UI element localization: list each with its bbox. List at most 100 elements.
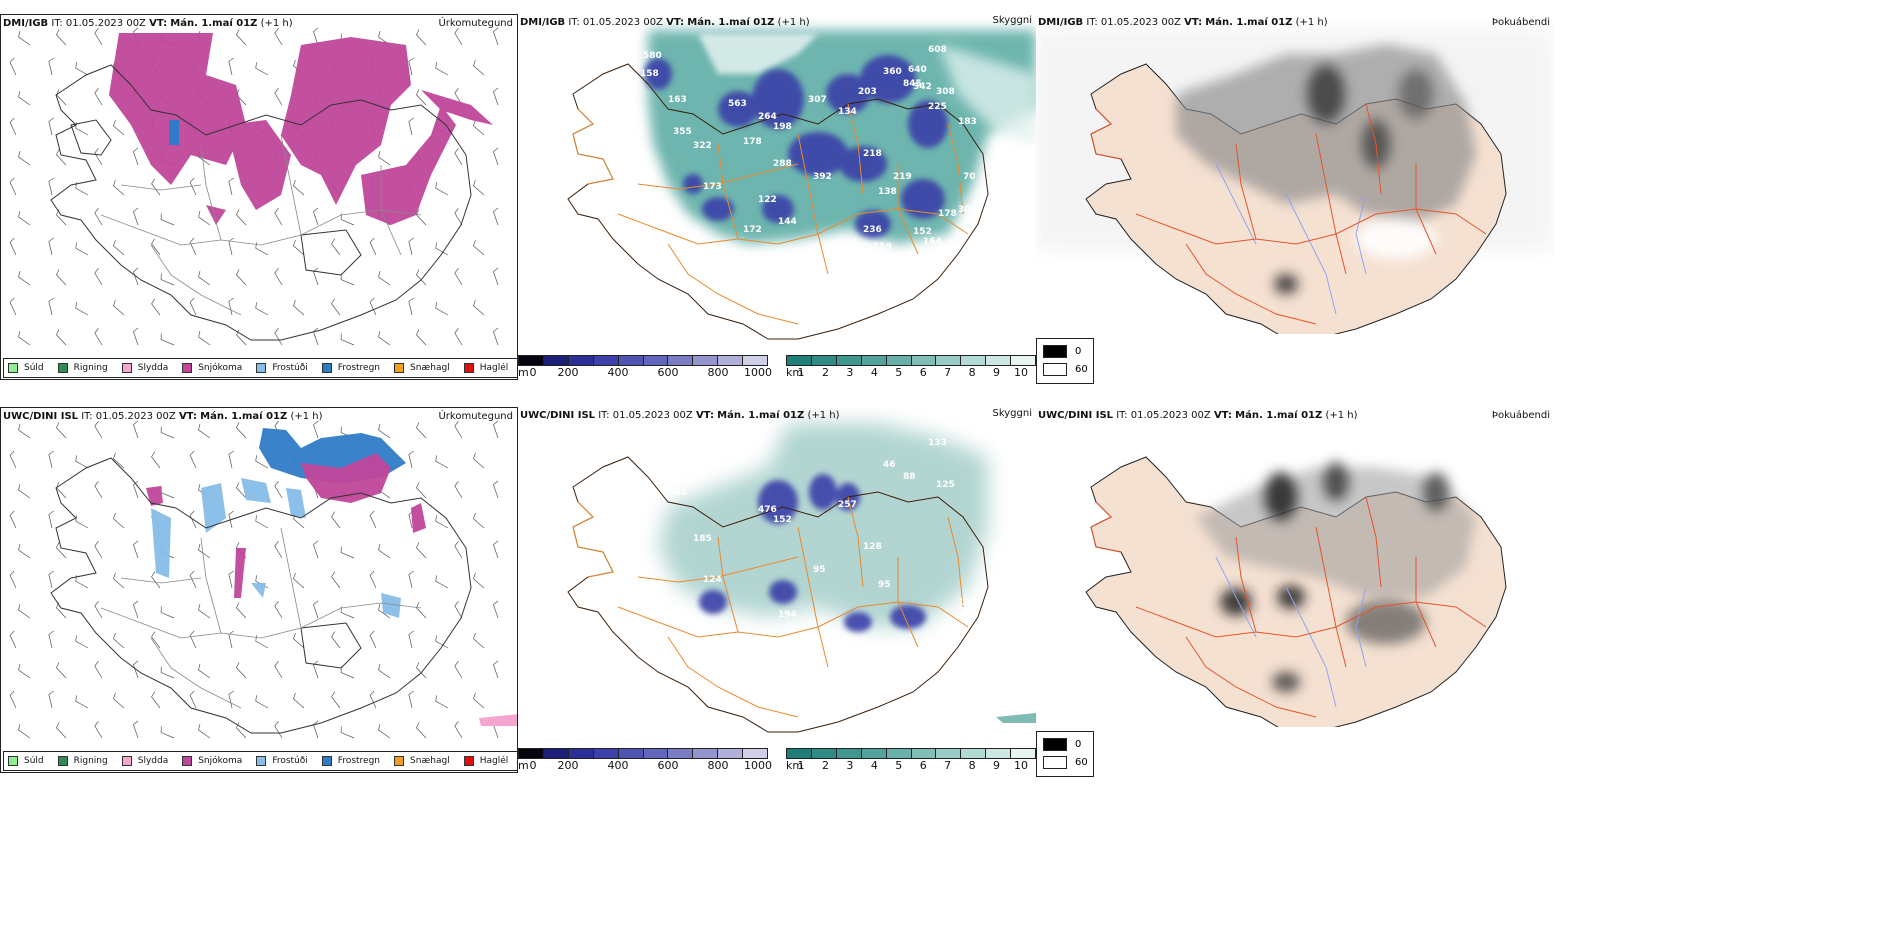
vis-value-label: 355 (673, 127, 692, 137)
wind-barb (18, 664, 31, 679)
wind-barb (75, 515, 89, 529)
vis-value-label: 257 (838, 500, 857, 510)
vis-value-label: 128 (863, 542, 882, 552)
wind-barb (236, 482, 247, 499)
wind-barb (236, 29, 247, 46)
colorbar-cell (886, 356, 912, 365)
colorbar-tick: 600 (657, 366, 679, 379)
wind-barb (236, 209, 247, 226)
vis-value-label: 134 (958, 598, 977, 608)
wind-barb (435, 62, 449, 76)
wind-barb (189, 630, 197, 649)
legend-swatch (394, 756, 405, 766)
wind-barb (9, 690, 17, 709)
model-name: DMI/IGB (3, 18, 49, 29)
vis-value-label: 185 (693, 534, 712, 544)
vis-value-label: 134 (838, 107, 857, 117)
wind-barb (151, 451, 161, 469)
legend-swatch (321, 756, 332, 766)
fog-title-top: DMI/IGB IT: 01.05.2023 00Z VT: Mán. 1.ma… (1038, 17, 1328, 28)
vis-value-label: 580 (643, 51, 662, 61)
wind-barb (75, 695, 89, 709)
vis-value-label: 288 (773, 159, 792, 169)
wind-barb (255, 695, 269, 709)
colorbar-tick: 10 (1014, 759, 1028, 772)
wind-barb (56, 722, 67, 739)
colorbar-tick: 400 (607, 759, 629, 772)
fog-legend-label: 0 (1075, 346, 1082, 357)
wind-barb (160, 426, 175, 439)
snow-areas (109, 33, 493, 225)
wind-barb (228, 57, 235, 76)
vis-value-label: 219 (893, 172, 912, 182)
legend-item: Slydda (121, 756, 168, 766)
legend-label: Snjókoma (198, 756, 243, 766)
wind-barb (133, 540, 139, 559)
wind-barb (340, 273, 355, 286)
wind-barb (435, 575, 449, 589)
wind-barb (274, 541, 283, 559)
wind-barb (18, 31, 31, 46)
frost-areas (169, 120, 179, 145)
wind-barb (48, 237, 55, 256)
wind-barb (189, 237, 197, 256)
legend-item: Frostregn (321, 756, 380, 766)
fog-legend-swatch (1043, 756, 1067, 769)
wind-barb (133, 207, 139, 226)
wind-barbs (9, 420, 499, 739)
wind-barb (48, 297, 55, 316)
wind-barb (340, 606, 355, 619)
wind-barb (228, 690, 235, 709)
wind-barb (369, 237, 377, 256)
colorbar-cell (836, 356, 862, 365)
vis-title-top: DMI/IGB IT: 01.05.2023 00Z VT: Mán. 1.ma… (520, 17, 810, 28)
legend-item: Frostúði (256, 756, 308, 766)
colorbar-tick: 1000 (744, 366, 772, 379)
wind-barb (378, 151, 391, 166)
wind-barb (473, 453, 485, 469)
wind-barb (378, 604, 391, 619)
vis-value-label: 194 (778, 610, 797, 620)
legend-swatch (256, 363, 267, 373)
wind-barb (160, 726, 175, 739)
fog-panel-bottom: UWC/DINI ISL IT: 01.05.2023 00Z VT: Mán.… (1036, 407, 1554, 727)
vis-value-label: 70 (963, 172, 976, 182)
wind-barb (454, 148, 463, 166)
wind-barb (48, 690, 55, 709)
wind-barb (198, 604, 211, 619)
wind-barb (94, 28, 103, 46)
wind-barb (94, 601, 103, 619)
vis-value-label: 403 (668, 488, 687, 498)
colorbar-cell (886, 749, 912, 758)
wind-barb (113, 300, 125, 316)
wind-barb (113, 633, 125, 649)
precip-title-top: DMI/IGB IT: 01.05.2023 00Z VT: Mán. 1.ma… (3, 18, 293, 29)
wind-barb (493, 540, 499, 559)
vis-value-label: 307 (808, 95, 827, 105)
precip-panel-bottom: UWC/DINI ISL IT: 01.05.2023 00Z VT: Mán.… (0, 407, 518, 773)
wind-barb (493, 27, 499, 46)
vis-value-label: 198 (773, 122, 792, 132)
vis-value-label: 122 (758, 195, 777, 205)
wind-barb (18, 331, 31, 346)
wind-barb (274, 28, 283, 46)
vis-map-bottom: 552 403 476 185 152 257 46 133 88 125 128 95 95 124 13… (567, 423, 1036, 733)
fog-legend-swatch (1043, 345, 1067, 358)
vis-value-label: 46 (883, 460, 896, 470)
colorbar-ticks: 0 200 400 600 800 1000 (518, 759, 773, 772)
wind-barb (493, 327, 499, 346)
vis-value-label: 125 (936, 480, 955, 490)
wind-barb (9, 570, 17, 589)
vis-value-label: 203 (858, 87, 877, 97)
precip-title-bottom: UWC/DINI ISL IT: 01.05.2023 00Z VT: Mán.… (3, 411, 323, 422)
legend-item: Snæhagl (394, 756, 450, 766)
wind-barb (189, 570, 197, 589)
colorbar-bar (786, 748, 1036, 759)
wind-barb (408, 450, 415, 469)
vis-value-label: 138 (878, 187, 897, 197)
vis-value-label: 218 (863, 149, 882, 159)
vis-value-label: 144 (778, 217, 797, 227)
colorbar-unit: km (786, 759, 804, 772)
wind-barb (454, 208, 463, 226)
